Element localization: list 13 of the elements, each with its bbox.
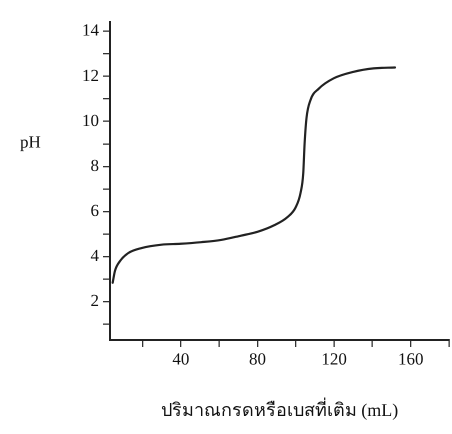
y-tick-label: 12 <box>82 66 99 85</box>
y-tick-label: 4 <box>90 246 100 266</box>
x-tick-label: 120 <box>321 350 347 369</box>
x-tick-label: 40 <box>172 350 190 369</box>
y-tick-label: 2 <box>90 291 99 310</box>
y-axis-title: pH <box>20 132 41 152</box>
x-tick-label: 80 <box>248 350 266 369</box>
y-tick-label: 10 <box>82 110 99 130</box>
x-tick-label: 160 <box>398 350 424 369</box>
y-tick-label: 6 <box>90 200 99 220</box>
y-tick-label: 8 <box>90 156 99 175</box>
y-tick-label: 14 <box>82 20 100 40</box>
x-axis-title: ปริมาณกรดหรือเบสที่เติม (mL) <box>160 396 398 420</box>
